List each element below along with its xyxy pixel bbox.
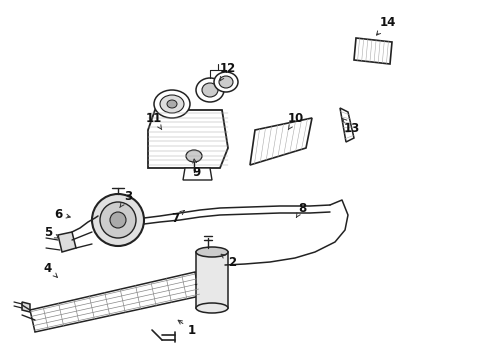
Polygon shape — [183, 168, 212, 180]
Text: 10: 10 — [288, 112, 304, 130]
Text: 7: 7 — [171, 211, 184, 225]
Polygon shape — [22, 302, 30, 312]
Text: 9: 9 — [192, 159, 200, 179]
Polygon shape — [58, 232, 76, 252]
Ellipse shape — [219, 76, 233, 88]
Text: 6: 6 — [54, 207, 70, 220]
Ellipse shape — [196, 78, 224, 102]
Ellipse shape — [110, 212, 126, 228]
Text: 14: 14 — [376, 15, 396, 35]
Text: 13: 13 — [343, 118, 360, 135]
Ellipse shape — [196, 303, 228, 313]
Ellipse shape — [202, 83, 218, 97]
Polygon shape — [148, 110, 228, 168]
Polygon shape — [354, 38, 392, 64]
Ellipse shape — [160, 95, 184, 113]
Polygon shape — [30, 272, 200, 332]
Ellipse shape — [186, 150, 202, 162]
Ellipse shape — [167, 100, 177, 108]
Bar — [196, 252, 228, 308]
Text: 2: 2 — [221, 254, 236, 269]
Ellipse shape — [214, 72, 238, 92]
Text: 11: 11 — [146, 112, 162, 130]
Text: 5: 5 — [44, 225, 59, 238]
Ellipse shape — [100, 202, 136, 238]
Text: 3: 3 — [120, 189, 132, 208]
Text: 4: 4 — [44, 261, 57, 277]
Ellipse shape — [196, 247, 228, 257]
Text: 8: 8 — [296, 202, 306, 217]
Text: 12: 12 — [220, 62, 236, 81]
Text: 1: 1 — [178, 320, 196, 337]
Ellipse shape — [92, 194, 144, 246]
Polygon shape — [340, 108, 354, 142]
Ellipse shape — [154, 90, 190, 118]
Polygon shape — [250, 118, 312, 165]
